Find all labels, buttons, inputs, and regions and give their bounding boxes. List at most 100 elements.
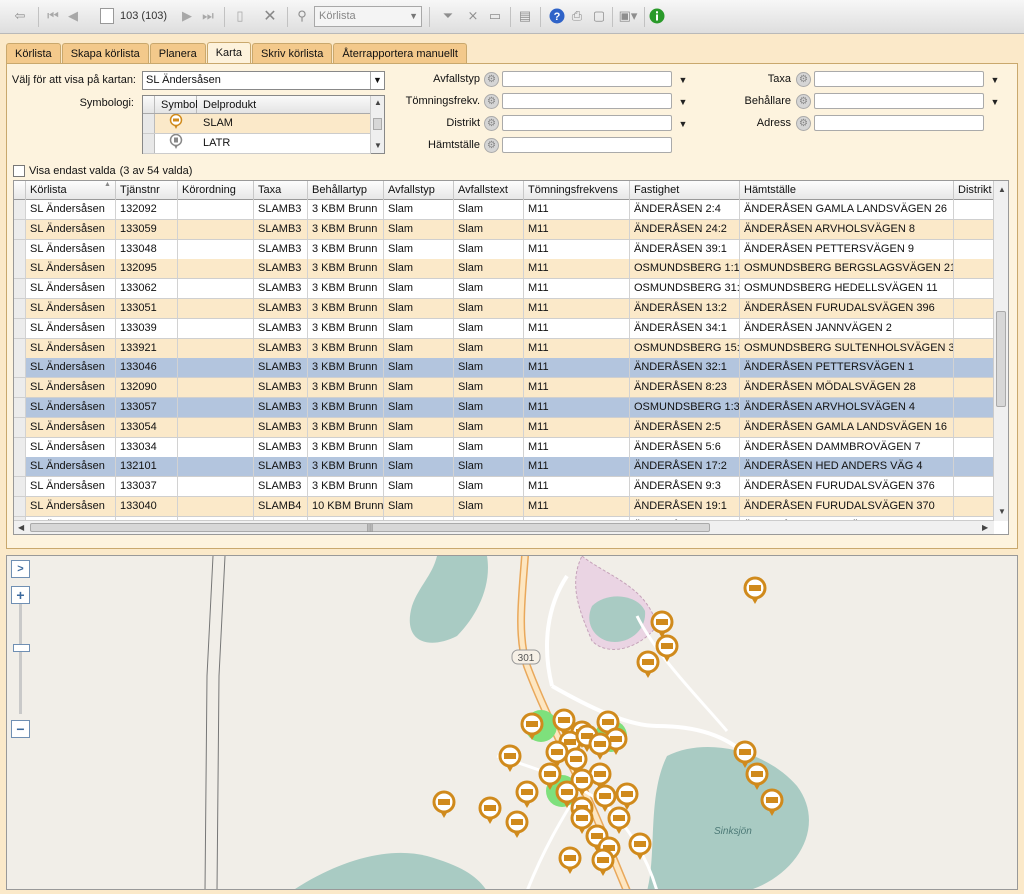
show-selected-checkbox[interactable]: Visa endast valda (3 av 54 valda)	[13, 165, 192, 177]
tab-planera[interactable]: Planera	[149, 43, 206, 64]
table-row[interactable]: SL Ändersåsen 133046 SLAMB3 3 KBM Brunn Slam…	[14, 358, 994, 379]
distrikt-field[interactable]	[502, 115, 672, 131]
korlista-combo[interactable]: Körlista ▼	[314, 6, 422, 27]
next-record-icon[interactable]: ▶	[182, 8, 192, 23]
row-selector[interactable]	[14, 358, 26, 378]
scroll-right-icon[interactable]: ▶	[982, 523, 989, 532]
gear-icon[interactable]: ⚙	[484, 94, 499, 109]
table-row[interactable]: SL Ändersåsen 133037 SLAMB3 3 KBM Brunn Slam…	[14, 477, 994, 498]
slam-marker-icon[interactable]	[505, 810, 529, 838]
checkbox-box[interactable]	[13, 165, 25, 177]
scroll-left-icon[interactable]: ◀	[18, 523, 25, 532]
column-header-taxa[interactable]: Taxa	[254, 181, 308, 200]
row-selector[interactable]	[14, 318, 26, 338]
scroll-thumb[interactable]: |||	[30, 523, 710, 532]
apply-filter-icon[interactable]: ▭	[488, 8, 502, 23]
column-header-tomningsfrekvens[interactable]: Tömningsfrekvens	[524, 181, 630, 200]
scroll-thumb[interactable]	[996, 311, 1006, 407]
slam-marker-icon[interactable]	[552, 708, 576, 736]
table-row[interactable]: SL Ändersåsen 133048 SLAMB3 3 KBM Brunn Slam…	[14, 239, 994, 260]
row-selector[interactable]	[14, 279, 26, 299]
column-header-avfallstext[interactable]: Avfallstext	[454, 181, 524, 200]
gear-icon[interactable]: ⚙	[796, 94, 811, 109]
expand-button[interactable]: >	[11, 560, 30, 578]
slam-marker-icon[interactable]	[655, 634, 679, 662]
row-selector[interactable]	[14, 398, 26, 417]
slam-marker-icon[interactable]	[743, 576, 767, 604]
grid-horizontal-scrollbar[interactable]: ◀ ||| ▶	[14, 520, 994, 534]
slam-marker-icon[interactable]	[555, 780, 579, 808]
table-row[interactable]: SL Ändersåsen 133921 SLAMB3 3 KBM Brunn Slam…	[14, 338, 994, 359]
map-markers[interactable]	[432, 576, 784, 876]
row-selector[interactable]	[14, 497, 26, 516]
chevron-down-icon[interactable]: ▼	[678, 75, 688, 85]
gear-icon[interactable]: ⚙	[484, 72, 499, 87]
table-row[interactable]: SL Ändersåsen 133034 SLAMB3 3 KBM Brunn Slam…	[14, 437, 994, 458]
symbology-row[interactable]: LATR	[143, 133, 371, 154]
tab-aterrapportera[interactable]: Återrapportera manuellt	[333, 43, 467, 64]
column-header-korordning[interactable]: Körordning	[178, 181, 254, 200]
slam-marker-icon[interactable]	[564, 747, 588, 775]
map-korlista-select[interactable]: SL Ändersåsen ▼	[142, 71, 385, 90]
slam-marker-icon[interactable]	[628, 832, 652, 860]
first-record-icon[interactable]: ⏮	[47, 8, 59, 23]
hamtstalle-field[interactable]	[502, 137, 672, 153]
column-header-fastighet[interactable]: Fastighet	[630, 181, 740, 200]
chevron-down-icon[interactable]: ▼	[990, 75, 1000, 85]
tab-skriv-korlista[interactable]: Skriv körlista	[252, 43, 333, 64]
previous-record-icon[interactable]: ◀	[68, 8, 78, 23]
slam-marker-icon[interactable]	[588, 732, 612, 760]
row-selector[interactable]	[14, 378, 26, 398]
column-header-hamtstalle[interactable]: Hämtställe	[740, 181, 954, 200]
slam-marker-icon[interactable]	[478, 796, 502, 824]
back-icon[interactable]: ⇦	[14, 8, 26, 23]
slam-marker-icon[interactable]	[760, 788, 784, 816]
slam-marker-icon[interactable]	[596, 710, 620, 738]
row-selector[interactable]	[14, 239, 26, 259]
slam-marker-icon[interactable]	[650, 610, 674, 638]
slam-marker-icon[interactable]	[615, 782, 639, 810]
scroll-down-icon[interactable]: ▼	[998, 507, 1006, 516]
column-header-distrikt[interactable]: Distrikt	[954, 181, 994, 200]
table-row[interactable]: SL Ändersåsen 133039 SLAMB3 3 KBM Brunn Slam…	[14, 318, 994, 339]
gear-icon[interactable]: ⚙	[484, 116, 499, 131]
slam-marker-icon[interactable]	[570, 806, 594, 834]
slam-marker-icon[interactable]	[520, 712, 544, 740]
chevron-down-icon[interactable]: ▼	[678, 97, 688, 107]
map-view[interactable]: 301 Sinksjön > + −	[6, 555, 1018, 890]
row-selector[interactable]	[14, 477, 26, 497]
adress-field[interactable]	[814, 115, 984, 131]
scroll-up-icon[interactable]: ▲	[998, 185, 1006, 194]
slam-marker-icon[interactable]	[591, 848, 615, 876]
table-row[interactable]: SL Ändersåsen 133040 SLAMB4 10 KBM Brunn Sla…	[14, 497, 994, 517]
tab-skapa-korlista[interactable]: Skapa körlista	[61, 43, 149, 64]
grid-vertical-scrollbar[interactable]: ▲ ▼	[993, 181, 1008, 521]
table-row[interactable]: SL Ändersåsen 132101 SLAMB3 3 KBM Brunn Slam…	[14, 457, 994, 478]
clear-filter-icon[interactable]: ⨯	[467, 8, 479, 23]
print-preview-icon[interactable]: ▢	[592, 8, 606, 23]
new-icon[interactable]: ▯	[236, 8, 244, 23]
row-selector[interactable]	[14, 259, 26, 279]
zoom-in-button[interactable]: +	[11, 586, 30, 604]
slam-marker-icon[interactable]	[515, 780, 539, 808]
symbology-scrollbar[interactable]: ▲ ▼	[370, 96, 384, 153]
table-row[interactable]: SL Ändersåsen 132095 SLAMB3 3 KBM Brunn Slam…	[14, 259, 994, 280]
slam-marker-icon[interactable]	[538, 762, 562, 790]
zoom-slider-thumb[interactable]	[13, 644, 30, 652]
tomningsfrekv-field[interactable]	[502, 93, 672, 109]
find-icon[interactable]: ⚲	[297, 8, 307, 23]
column-header-behallartyp[interactable]: Behållartyp	[308, 181, 384, 200]
behallare-field[interactable]	[814, 93, 984, 109]
zoom-out-button[interactable]: −	[11, 720, 30, 738]
avfallstyp-field[interactable]	[502, 71, 672, 87]
column-header-avfallstyp[interactable]: Avfallstyp	[384, 181, 454, 200]
scroll-down-icon[interactable]: ▼	[374, 141, 382, 150]
table-row[interactable]: SL Ändersåsen 133051 SLAMB3 3 KBM Brunn Slam…	[14, 299, 994, 319]
scroll-up-icon[interactable]: ▲	[374, 98, 382, 107]
chevron-down-icon[interactable]: ▼	[678, 119, 688, 129]
scroll-thumb[interactable]	[373, 118, 382, 130]
slam-marker-icon[interactable]	[733, 740, 757, 768]
taxa-field[interactable]	[814, 71, 984, 87]
slam-marker-icon[interactable]	[570, 768, 594, 796]
report-icon[interactable]: ▤	[518, 8, 532, 23]
